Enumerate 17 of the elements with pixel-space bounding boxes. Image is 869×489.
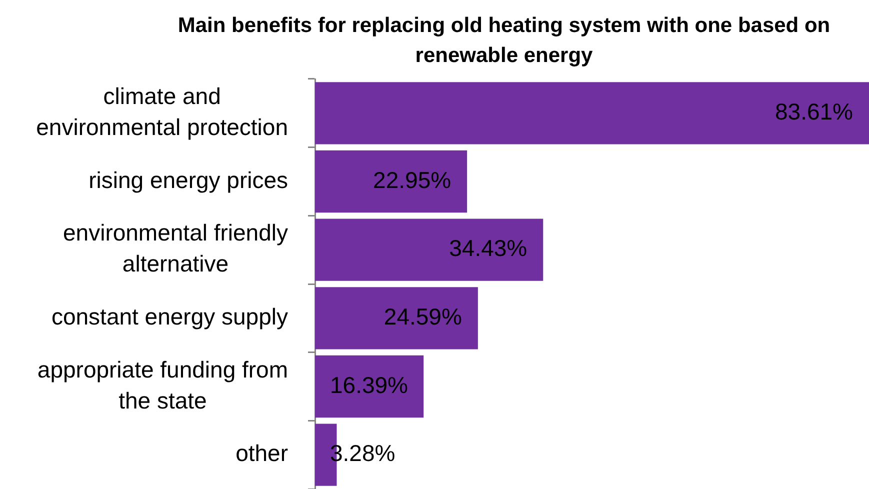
- data-label: 22.95%: [373, 166, 452, 193]
- bar: [315, 287, 478, 350]
- bar: [315, 150, 468, 213]
- y-tick-label: environmental friendly alternative: [62, 220, 288, 277]
- y-tick-label: climate and environmental protection: [36, 83, 288, 140]
- y-tick-label: rising energy prices: [88, 166, 288, 193]
- data-label: 34.43%: [449, 235, 528, 262]
- data-label: 24.59%: [384, 304, 462, 330]
- bar: [315, 82, 869, 144]
- y-tick-label: appropriate funding from the state: [37, 356, 288, 414]
- chart-title: Main benefits for replacing old heating system with one based on renewable energy: [176, 13, 832, 69]
- data-label: 16.39%: [330, 372, 408, 398]
- y-tick-label: other: [236, 440, 288, 466]
- y-tick-label: constant energy supply: [51, 304, 288, 330]
- bar: [315, 218, 544, 281]
- bar: [315, 355, 424, 418]
- data-label: 83.61%: [774, 98, 853, 125]
